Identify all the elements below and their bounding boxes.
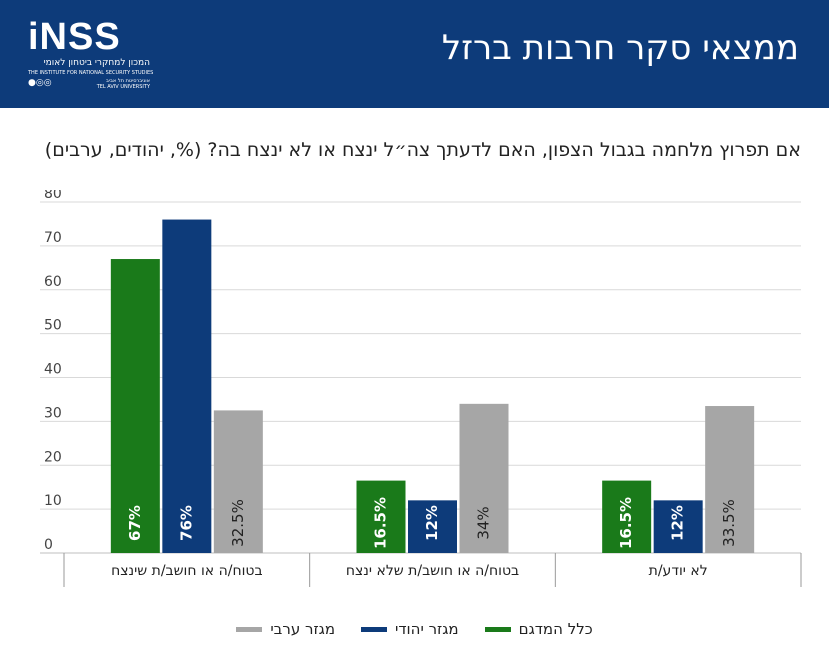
header-banner: iNSS המכון למחקרי ביטחון לאומי THE INSTI… (0, 0, 829, 108)
data-label: 16.5% (617, 497, 635, 549)
y-tick-label: 20 (44, 449, 62, 465)
legend-label: מגזר יהודי (395, 620, 459, 638)
y-tick-label: 80 (44, 190, 62, 202)
university-label: אוניברסיטת תל אביב TEL AVIV UNIVERSITY (96, 78, 150, 90)
data-label: 33.5% (720, 499, 738, 547)
data-label: 76% (177, 505, 195, 541)
logo-wordmark: iNSS (28, 16, 121, 58)
logo-hebrew-subtitle: המכון למחקרי ביטחון לאומי (43, 58, 150, 68)
legend-item: כלל המדגם (484, 620, 593, 638)
page-title: ממצאי סקר חרבות ברזל (441, 28, 799, 68)
bar (356, 480, 406, 553)
data-label: 32.5% (229, 499, 247, 547)
bar (162, 219, 212, 554)
legend-swatch (484, 626, 511, 632)
legend-item: מגזר ערבי (236, 620, 335, 638)
legend-swatch (361, 626, 388, 632)
data-label: 67% (126, 505, 144, 541)
data-label: 34% (475, 506, 493, 539)
category-label: בטוח/ה או חושב/ת שלא ינצח (346, 563, 519, 579)
bar (602, 480, 652, 553)
bar (110, 259, 160, 553)
y-tick-label: 30 (44, 405, 62, 421)
y-tick-label: 60 (44, 274, 62, 290)
logo-english-subtitle: THE INSTITUTE FOR NATIONAL SECURITY STUD… (28, 70, 154, 76)
bar (213, 410, 263, 553)
y-tick-label: 70 (44, 230, 62, 246)
bar (705, 406, 755, 553)
y-tick-label: 0 (44, 537, 53, 553)
y-tick-label: 10 (44, 493, 62, 509)
legend-swatch (236, 626, 263, 632)
bar (408, 500, 457, 553)
bar-chart: 0 10 20 30 40 50 60 70 80 67% 76% 32.5% בטוח/ה או חו… (40, 190, 802, 587)
category-label: בטוח/ה או חושב/ת שינצח (111, 563, 263, 579)
chart-legend: כלל המדגם מגזר יהודי מגזר ערבי (0, 620, 829, 638)
bar (653, 500, 703, 553)
data-label: 12% (669, 505, 687, 541)
legend-label: מגזר ערבי (270, 620, 336, 638)
bar (459, 403, 509, 553)
data-label: 16.5% (372, 497, 390, 549)
inss-logo: iNSS המכון למחקרי ביטחון לאומי THE INSTI… (28, 18, 158, 90)
category-label: לא יודע/ת (649, 563, 708, 579)
y-tick-label: 40 (44, 362, 62, 378)
legend-item: מגזר יהודי (361, 620, 459, 638)
y-tick-label: 50 (44, 318, 62, 334)
survey-question: אם תפרוץ מלחמה בגבול הצפון, האם לדעתך צה… (44, 139, 801, 161)
data-label: 12% (423, 505, 441, 541)
legend-label: כלל המדגם (518, 620, 593, 638)
tau-emblem-icon: ●◎◎ (28, 78, 52, 88)
